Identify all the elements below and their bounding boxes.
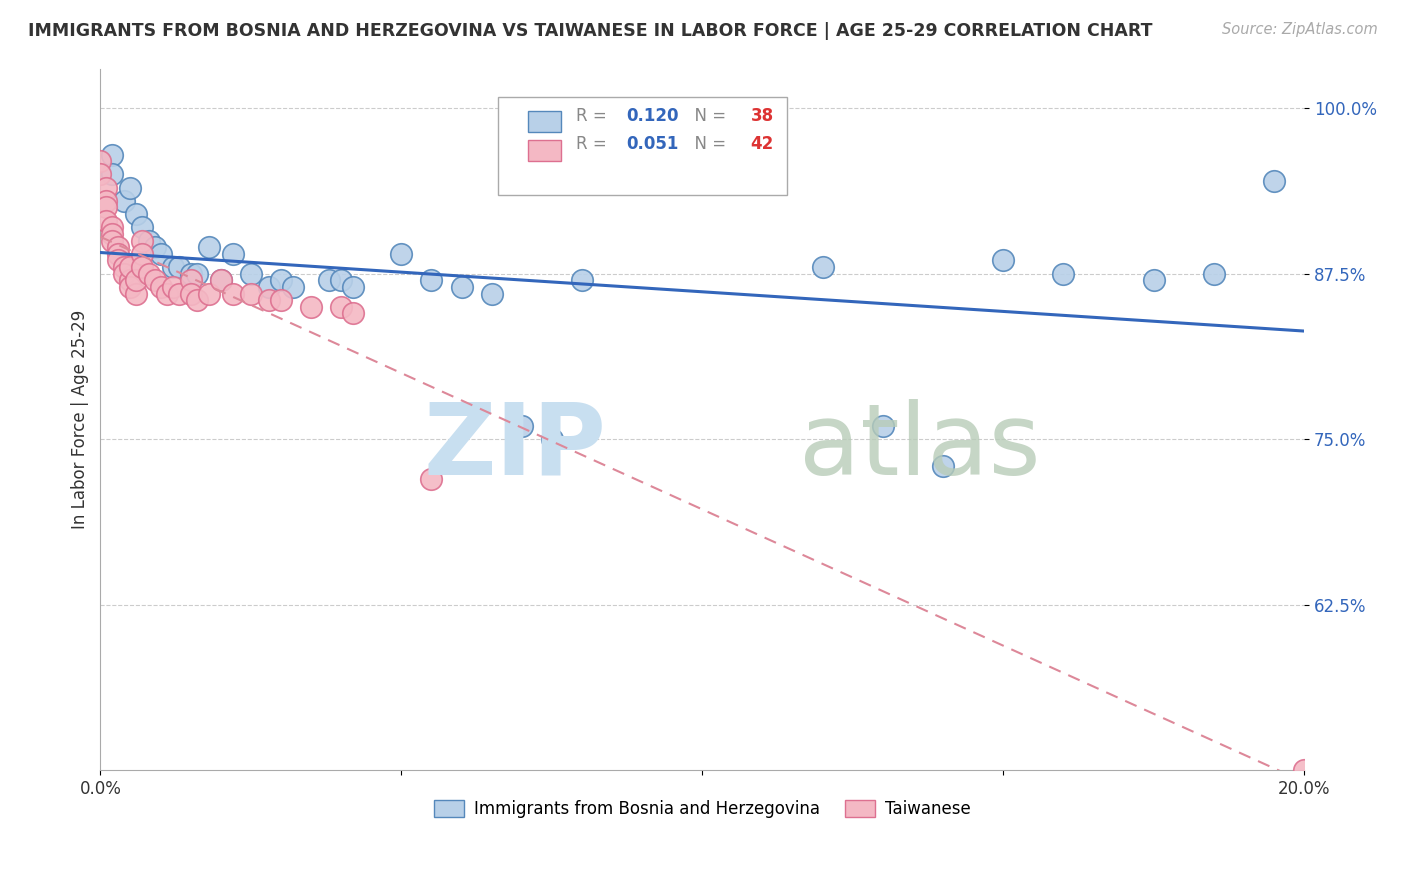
Point	[143, 273, 166, 287]
Point	[330, 273, 353, 287]
Point	[1294, 763, 1316, 777]
Point	[1202, 267, 1225, 281]
Point	[1263, 174, 1285, 188]
Point	[330, 300, 353, 314]
Point	[162, 260, 184, 274]
Point	[120, 260, 142, 274]
Point	[101, 147, 124, 161]
Point	[186, 293, 208, 307]
Point	[481, 286, 503, 301]
Point	[1052, 267, 1074, 281]
Point	[420, 273, 443, 287]
Point	[420, 472, 443, 486]
Point	[186, 267, 208, 281]
Point	[993, 253, 1015, 268]
Point	[180, 273, 202, 287]
Point	[96, 213, 118, 227]
Point	[209, 273, 232, 287]
Point	[222, 247, 245, 261]
Point	[257, 293, 280, 307]
Point	[342, 280, 364, 294]
Text: atlas: atlas	[799, 399, 1040, 496]
Point	[131, 247, 153, 261]
Text: Source: ZipAtlas.com: Source: ZipAtlas.com	[1222, 22, 1378, 37]
Point	[932, 458, 955, 473]
Point	[149, 247, 172, 261]
Point	[270, 273, 292, 287]
Point	[811, 260, 834, 274]
Point	[162, 280, 184, 294]
Point	[107, 247, 129, 261]
Point	[120, 273, 142, 287]
Point	[197, 286, 219, 301]
Point	[107, 240, 129, 254]
Point	[125, 207, 148, 221]
Text: N =: N =	[685, 107, 731, 125]
Point	[101, 227, 124, 241]
Point	[131, 234, 153, 248]
Point	[96, 194, 118, 208]
Point	[112, 194, 135, 208]
Point	[281, 280, 304, 294]
Point	[180, 286, 202, 301]
Point	[120, 180, 142, 194]
Point	[101, 220, 124, 235]
Point	[1143, 273, 1166, 287]
Point	[342, 306, 364, 320]
Point	[239, 286, 262, 301]
Point	[125, 273, 148, 287]
Point	[107, 253, 129, 268]
Point	[180, 267, 202, 281]
Point	[318, 273, 340, 287]
Point	[112, 260, 135, 274]
Point	[209, 273, 232, 287]
Point	[197, 240, 219, 254]
Point	[89, 154, 111, 169]
Point	[571, 273, 593, 287]
Point	[257, 280, 280, 294]
Point	[510, 418, 533, 433]
Text: R =: R =	[576, 107, 612, 125]
Point	[270, 293, 292, 307]
Text: R =: R =	[576, 136, 612, 153]
Point	[131, 220, 153, 235]
Point	[131, 260, 153, 274]
Point	[96, 180, 118, 194]
Point	[389, 247, 412, 261]
Point	[138, 234, 160, 248]
Text: N =: N =	[685, 136, 731, 153]
Point	[222, 286, 245, 301]
Point	[101, 234, 124, 248]
Point	[112, 267, 135, 281]
Point	[138, 267, 160, 281]
Text: ZIP: ZIP	[423, 399, 606, 496]
Text: 0.120: 0.120	[627, 107, 679, 125]
Point	[89, 168, 111, 182]
Point	[167, 286, 190, 301]
Point	[96, 201, 118, 215]
Point	[299, 300, 322, 314]
Text: 42: 42	[751, 136, 773, 153]
Point	[167, 260, 190, 274]
Point	[125, 286, 148, 301]
Point	[450, 280, 472, 294]
Point	[143, 240, 166, 254]
Text: 38: 38	[751, 107, 773, 125]
FancyBboxPatch shape	[498, 96, 786, 194]
Point	[149, 280, 172, 294]
Text: 0.051: 0.051	[627, 136, 679, 153]
FancyBboxPatch shape	[527, 140, 561, 161]
Text: IMMIGRANTS FROM BOSNIA AND HERZEGOVINA VS TAIWANESE IN LABOR FORCE | AGE 25-29 C: IMMIGRANTS FROM BOSNIA AND HERZEGOVINA V…	[28, 22, 1153, 40]
Point	[540, 432, 562, 446]
Legend: Immigrants from Bosnia and Herzegovina, Taiwanese: Immigrants from Bosnia and Herzegovina, …	[427, 793, 977, 825]
Point	[872, 418, 894, 433]
Point	[120, 280, 142, 294]
Point	[101, 168, 124, 182]
Point	[155, 286, 177, 301]
Point	[239, 267, 262, 281]
Y-axis label: In Labor Force | Age 25-29: In Labor Force | Age 25-29	[72, 310, 89, 529]
FancyBboxPatch shape	[527, 111, 561, 132]
